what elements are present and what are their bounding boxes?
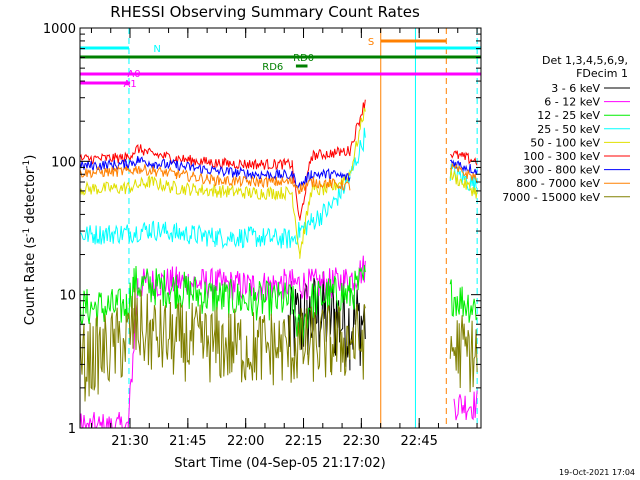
y-label-sup2: -1 — [22, 160, 32, 169]
series-line-7-seg-1 — [449, 162, 478, 183]
y-label-end: ) — [23, 155, 38, 160]
series-line-2-seg-1 — [449, 279, 478, 323]
x-tick-label-5: 22:45 — [400, 434, 437, 449]
flag-label-a0: A0 — [127, 69, 140, 80]
legend-header-line2: FDecim 1 — [576, 67, 628, 80]
x-tick-label-4: 22:30 — [343, 434, 380, 449]
y-tick-label-1: 10 — [59, 289, 76, 304]
legend-label-6: 300 - 800 keV — [523, 164, 600, 177]
series-line-8-seg-0 — [79, 287, 366, 402]
y-tick-label-2: 100 — [51, 155, 76, 170]
flag-label-s: S — [368, 37, 374, 48]
series-line-2-seg-0 — [79, 264, 366, 345]
flag-label-a1: A1 — [124, 79, 137, 90]
series-line-5-seg-1 — [449, 150, 478, 166]
legend-label-4: 50 - 100 keV — [530, 136, 600, 149]
footer-date: 19-Oct-2021 17:04 — [559, 468, 635, 477]
legend-label-7: 800 - 7000 keV — [516, 177, 600, 190]
series-line-5-seg-0 — [79, 99, 366, 221]
flag-label-rd6: RD6 — [262, 62, 283, 73]
flag-label-n: N — [153, 44, 160, 55]
legend-label-5: 100 - 300 keV — [523, 150, 600, 163]
x-tick-label-0: 21:30 — [111, 434, 148, 449]
series-line-8-seg-1 — [449, 315, 478, 393]
x-tick-label-2: 22:00 — [227, 434, 264, 449]
y-axis-label: Count Rate (s-1 detector-1) — [22, 155, 38, 326]
legend-header-line1: Det 1,3,4,5,6,9, — [542, 54, 628, 67]
legend-label-8: 7000 - 15000 keV — [502, 191, 600, 204]
legend-label-0: 3 - 6 keV — [551, 82, 600, 95]
series-line-7-seg-0 — [79, 164, 351, 195]
chart-title: RHESSI Observing Summary Count Rates — [110, 3, 420, 21]
series-line-3-seg-0 — [79, 127, 366, 250]
series-line-4-seg-1 — [449, 168, 478, 199]
x-axis-label: Start Time (04-Sep-05 21:17:02) — [174, 456, 385, 471]
flag-label-rd0: RD0 — [293, 53, 314, 64]
series-line-6-seg-1 — [449, 159, 478, 175]
y-tick-label-0: 1 — [68, 422, 76, 437]
legend-label-1: 6 - 12 keV — [544, 96, 600, 109]
x-tick-label-1: 21:45 — [169, 434, 206, 449]
axis-layer: 1 10 100 1000 21:30 21:45 22:00 22:15 22:30 22:45 — [43, 22, 482, 449]
y-label-main: Count Rate (s — [23, 237, 38, 326]
legend-label-3: 25 - 50 keV — [537, 123, 600, 136]
x-tick-label-3: 22:15 — [285, 434, 322, 449]
y-tick-label-3: 1000 — [43, 22, 76, 37]
y-label-mid: detector — [23, 168, 38, 228]
series-line-4-seg-0 — [79, 106, 366, 259]
plot-frame — [79, 27, 482, 429]
series-line-1-seg-1 — [453, 390, 478, 421]
series-layer — [79, 99, 478, 429]
y-label-sup1: -1 — [22, 228, 32, 237]
legend-label-2: 12 - 25 keV — [537, 109, 600, 122]
series-line-1-seg-0 — [79, 255, 366, 429]
